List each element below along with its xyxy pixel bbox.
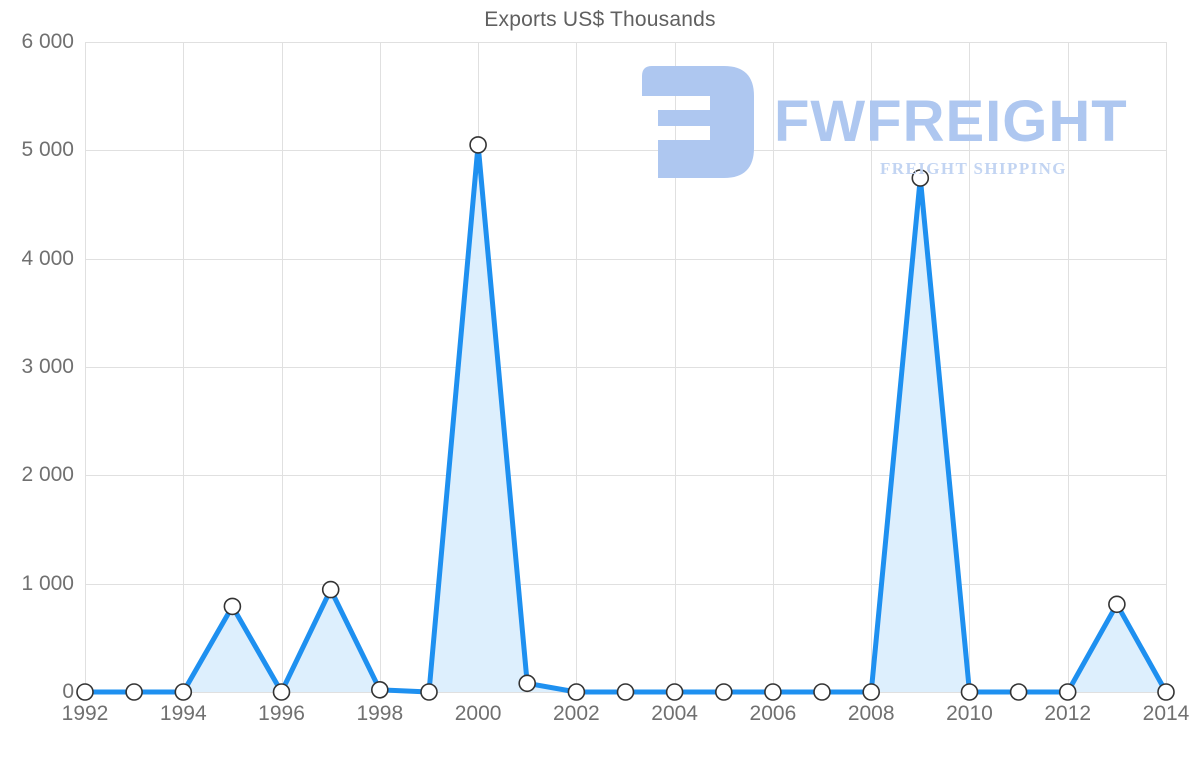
plot-area: [76, 42, 1175, 701]
gridline-x: [773, 42, 774, 692]
gridline-x: [282, 42, 283, 692]
y-tick-label: 6 000: [21, 30, 74, 53]
gridline-y: [85, 475, 1166, 476]
x-tick-label: 2012: [1044, 702, 1092, 725]
data-point-marker[interactable]: [567, 683, 586, 701]
data-point-marker[interactable]: [370, 680, 389, 699]
data-point-marker[interactable]: [616, 683, 635, 701]
chart-title: Exports US$ Thousands: [484, 8, 716, 31]
data-point-marker[interactable]: [714, 683, 733, 701]
data-point-marker[interactable]: [665, 683, 684, 701]
gridline-x: [1166, 42, 1167, 692]
data-point-marker[interactable]: [272, 683, 291, 701]
gridline-x: [576, 42, 577, 692]
gridline-y: [85, 42, 1166, 43]
y-tick-label: 4 000: [21, 246, 74, 270]
gridline-x: [85, 42, 86, 692]
x-tick-label: 2014: [1142, 702, 1190, 725]
data-point-marker[interactable]: [1157, 683, 1175, 701]
gridline-y: [85, 367, 1166, 368]
x-tick-label: 1994: [159, 702, 207, 725]
data-point-marker[interactable]: [223, 597, 242, 616]
y-tick-label: 1 000: [21, 571, 74, 595]
y-tick-label: 5 000: [21, 138, 74, 162]
data-point-marker[interactable]: [1058, 683, 1077, 701]
x-tick-label: 2008: [847, 702, 895, 725]
x-tick-label: 1998: [356, 702, 404, 725]
gridline-x: [675, 42, 676, 692]
y-tick-label: 2 000: [21, 463, 74, 487]
data-point-marker[interactable]: [469, 136, 487, 154]
data-point-marker[interactable]: [321, 580, 340, 599]
data-point-marker[interactable]: [764, 683, 782, 701]
gridline-x: [183, 42, 184, 692]
data-point-marker[interactable]: [174, 683, 193, 701]
x-tick-label: 2006: [749, 702, 797, 725]
series-exports: [76, 136, 1175, 701]
y-tick-label: 0: [62, 680, 74, 703]
series-area-fill: [85, 144, 1166, 692]
x-tick-label: 1992: [61, 702, 109, 725]
series-line: [82, 142, 1169, 695]
gridline-y: [85, 259, 1166, 260]
data-point-marker[interactable]: [960, 683, 979, 701]
data-point-marker[interactable]: [813, 683, 831, 701]
gridline-x: [969, 42, 970, 692]
data-point-marker[interactable]: [125, 683, 143, 701]
y-tick-label: 3 000: [21, 355, 74, 378]
gridline-y: [85, 584, 1166, 585]
data-point-marker[interactable]: [1009, 683, 1028, 701]
data-point-marker[interactable]: [420, 683, 438, 701]
gridline-x: [1068, 42, 1069, 692]
x-tick-label: 2002: [553, 702, 600, 725]
x-tick-label: 2010: [946, 702, 993, 725]
gridline-x: [871, 42, 872, 692]
gridline-y: [85, 150, 1166, 151]
x-tick-label: 2000: [454, 702, 502, 725]
gridline-x: [380, 42, 381, 692]
data-point-marker[interactable]: [518, 674, 537, 693]
data-point-marker[interactable]: [76, 683, 94, 701]
data-point-marker[interactable]: [911, 169, 930, 187]
x-tick-label: 1996: [258, 702, 305, 725]
x-tick-label: 2004: [651, 702, 698, 725]
data-point-marker[interactable]: [1108, 595, 1126, 614]
data-point-marker[interactable]: [862, 683, 881, 701]
